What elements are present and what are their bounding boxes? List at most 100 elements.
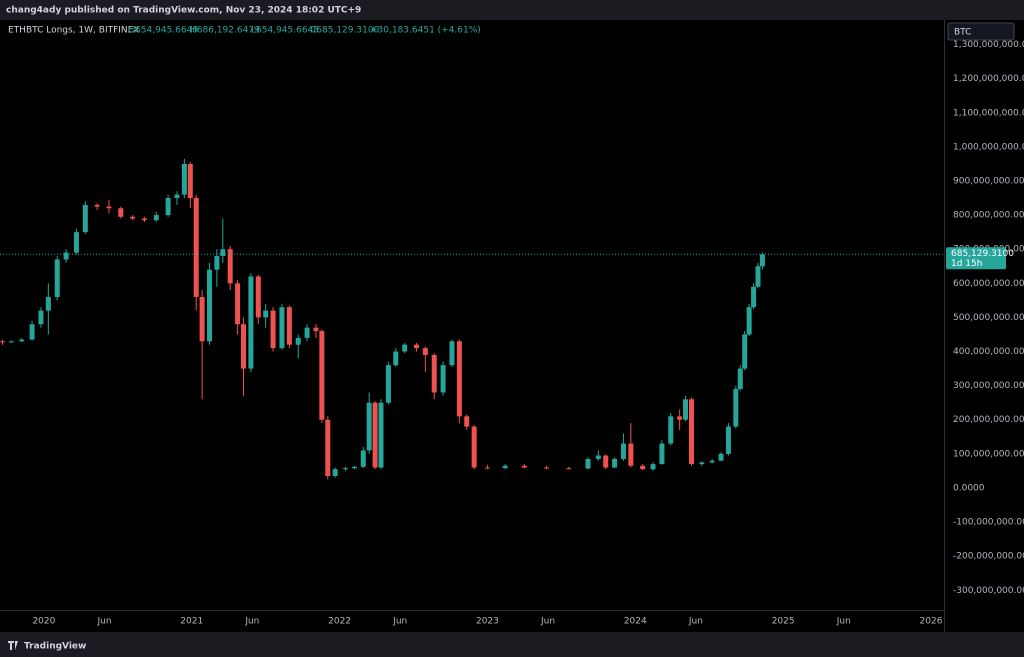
y-tick-label: -300,000,000.0000 xyxy=(953,586,1024,596)
candle-body xyxy=(360,450,366,467)
countdown: 1d 15h xyxy=(951,259,982,269)
candle-body xyxy=(54,259,60,297)
candle-body xyxy=(313,327,319,332)
candle-body xyxy=(366,402,372,451)
plot-area xyxy=(0,20,944,632)
ohlc-close: C685,129.3100 xyxy=(310,26,380,36)
candle-body xyxy=(343,468,349,470)
candle-body xyxy=(471,426,477,468)
x-tick-label: 2020 xyxy=(32,617,55,627)
brand: TradingView xyxy=(24,642,86,652)
price-label-box xyxy=(946,247,1006,270)
candle-body xyxy=(193,198,199,297)
candle-body xyxy=(402,344,408,352)
candle-body xyxy=(332,469,338,477)
candle-body xyxy=(737,368,743,390)
candle-body xyxy=(206,269,212,342)
candle-body xyxy=(431,354,437,393)
price-label: 685,129.3100 xyxy=(951,249,1014,259)
y-tick-label: 600,000,000.0000 xyxy=(953,279,1024,289)
candle-body xyxy=(8,341,14,343)
candle-body xyxy=(440,365,446,393)
candle-body xyxy=(248,276,254,369)
currency[interactable]: BTC xyxy=(954,28,971,38)
candle-body xyxy=(668,416,674,444)
candle-body xyxy=(620,443,626,459)
candle-body xyxy=(29,324,35,340)
candle-body xyxy=(521,465,527,468)
candle-body xyxy=(181,163,187,195)
candle-body xyxy=(263,310,269,318)
candle-body xyxy=(746,307,752,335)
candle-body xyxy=(502,465,508,469)
footer: TradingView xyxy=(8,641,86,652)
candle-body xyxy=(683,399,689,420)
candle-body xyxy=(677,416,683,420)
candle-body xyxy=(279,307,285,349)
candle-body xyxy=(464,416,470,427)
candle-body xyxy=(73,232,79,253)
x-tick-label: Jun xyxy=(244,617,259,627)
candle-body xyxy=(733,389,739,427)
candle-body xyxy=(755,266,761,287)
candle-body xyxy=(106,206,112,209)
publisher: chang4ady published on TradingView.com, … xyxy=(6,6,361,16)
candle-body xyxy=(449,341,455,366)
legend: ETHBTC Longs, 1W, BITFINEX O654,945.6648… xyxy=(8,26,481,36)
candle-body xyxy=(220,249,226,257)
y-tick-label: 0.0000 xyxy=(953,483,985,493)
candle-body xyxy=(650,464,656,470)
x-tick-label: 2023 xyxy=(476,617,499,627)
candle-body xyxy=(595,455,601,459)
candle-body xyxy=(393,351,399,366)
y-tick-label: -200,000,000.0000 xyxy=(953,552,1024,562)
y-tick-label: 1,200,000,000.0000 xyxy=(953,74,1024,84)
candle-body xyxy=(255,276,261,318)
x-tick-label: 2025 xyxy=(772,617,795,627)
x-tick-label: Jun xyxy=(540,617,555,627)
y-tick-label: 1,000,000,000.0000 xyxy=(953,142,1024,152)
candle-body xyxy=(640,465,646,470)
y-tick-label: 1,300,000,000.0000 xyxy=(953,40,1024,50)
x-tick-label: 2024 xyxy=(624,617,647,627)
candle-body xyxy=(742,334,748,369)
x-tick-label: Jun xyxy=(836,617,851,627)
candle-body xyxy=(372,402,378,468)
candle-body xyxy=(751,286,757,308)
y-tick-label: 200,000,000.0000 xyxy=(953,415,1024,425)
change: +30,183.6451 (+4.61%) xyxy=(370,26,481,36)
x-tick-label: Jun xyxy=(392,617,407,627)
x-tick-label: Jun xyxy=(96,617,111,627)
candle-body xyxy=(484,467,490,469)
y-tick-label: 100,000,000.0000 xyxy=(953,449,1024,459)
candle-body xyxy=(585,458,591,469)
candle-body xyxy=(659,443,665,465)
y-tick-label: 900,000,000.0000 xyxy=(953,176,1024,186)
candle-body xyxy=(227,249,233,284)
y-tick-label: 400,000,000.0000 xyxy=(953,347,1024,357)
candle-body xyxy=(295,337,301,345)
candle-body xyxy=(165,198,171,216)
candle-body xyxy=(63,252,69,260)
candle-body xyxy=(0,341,6,343)
candle-body xyxy=(82,204,88,233)
candle-body xyxy=(422,348,428,355)
candle-body xyxy=(199,296,205,342)
candle-body xyxy=(304,327,310,338)
candle-body xyxy=(94,204,100,207)
y-tick-label: 800,000,000.0000 xyxy=(953,211,1024,221)
y-tick-label: -100,000,000.0000 xyxy=(953,518,1024,528)
ohlc-low: L654,945.6648 xyxy=(251,26,319,36)
x-tick-label: 2022 xyxy=(328,617,351,627)
candle-body xyxy=(413,344,419,349)
candle-body xyxy=(235,283,241,325)
candle-body xyxy=(351,466,357,469)
candle-body xyxy=(544,467,550,469)
candle-body xyxy=(725,426,731,454)
y-tick-label: 300,000,000.0000 xyxy=(953,381,1024,391)
candle-body xyxy=(187,163,193,199)
currency-button[interactable] xyxy=(947,22,1015,41)
candle-body xyxy=(688,399,694,465)
